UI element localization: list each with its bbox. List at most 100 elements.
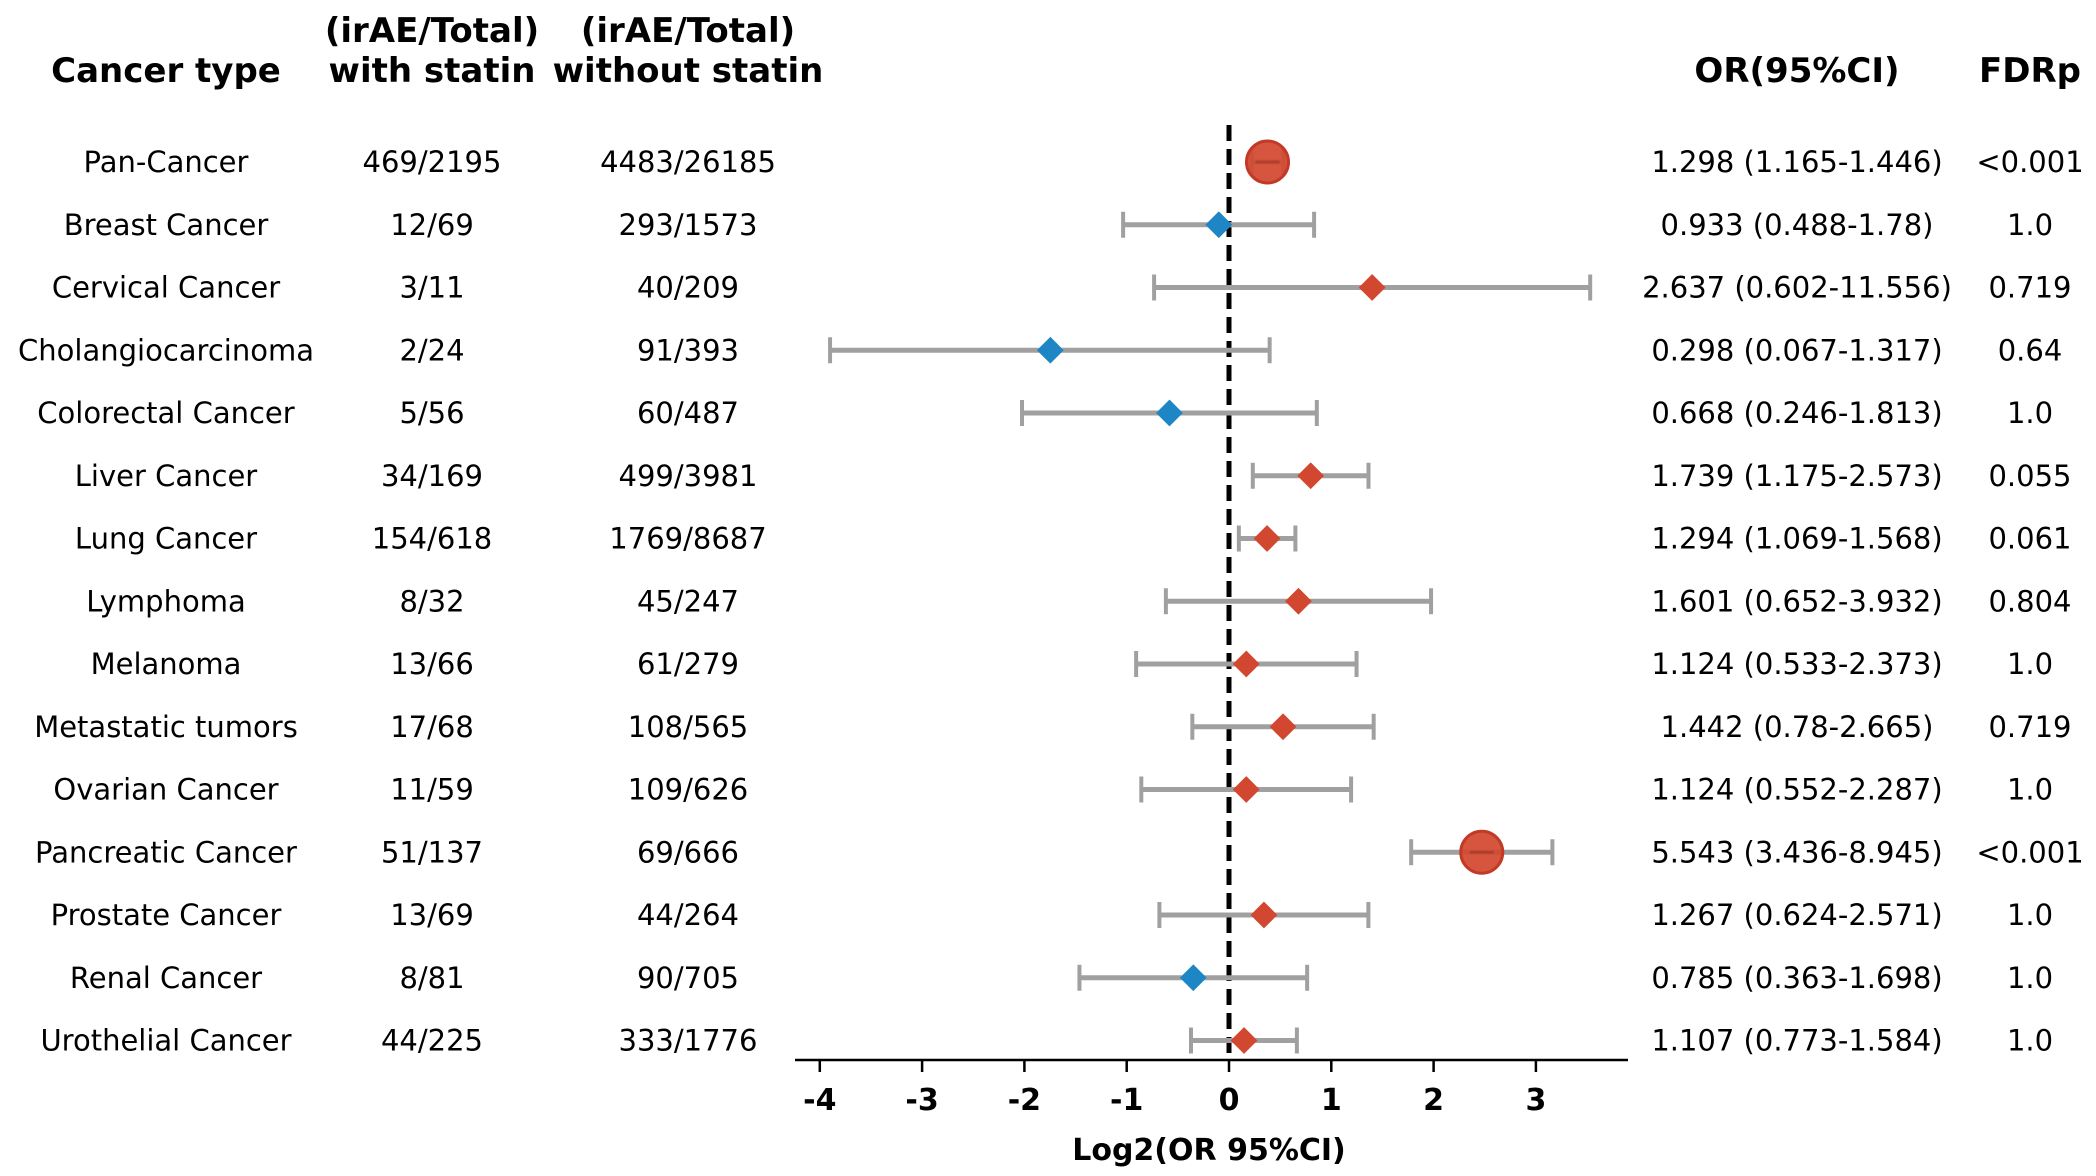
fdrp-cell: 0.719	[1988, 710, 2071, 744]
point-estimate-diamond	[1205, 211, 1233, 239]
or-ci-cell: 1.294 (1.069-1.568)	[1651, 522, 1942, 556]
forest-row-mark	[1190, 713, 1376, 741]
cancer-type-cell: Prostate Cancer	[51, 898, 282, 932]
point-estimate-diamond	[1232, 776, 1260, 803]
fdrp-cell: 1.0	[2007, 773, 2053, 807]
fdrp-cell: 0.64	[1998, 333, 2063, 367]
point-estimate-diamond	[1285, 587, 1312, 615]
with-statin-cell: 8/81	[399, 961, 464, 995]
table-row: Cholangiocarcinoma 2/24 91/393 0.298 (0.067…	[18, 333, 2062, 367]
cancer-type-cell: Pancreatic Cancer	[35, 835, 297, 869]
point-estimate-diamond	[1230, 1027, 1258, 1054]
with-statin-cell: 51/137	[381, 835, 483, 869]
fdrp-cell: 0.804	[1988, 584, 2071, 618]
point-estimate-diamond	[1358, 274, 1386, 301]
table-row: Ovarian Cancer 11/59 109/626 1.124 (0.552-2…	[53, 773, 2053, 807]
table-row: Colorectal Cancer 5/56 60/487 0.668 (0.246-…	[37, 396, 2053, 430]
cancer-type-cell: Colorectal Cancer	[37, 396, 294, 430]
table-row: Urothelial Cancer 44/225 333/1776 1.107 (0.…	[40, 1024, 2053, 1058]
fdrp-cell: 1.0	[2007, 396, 2053, 430]
x-tick-label: -1	[1110, 1083, 1143, 1118]
x-tick-label: -3	[905, 1083, 938, 1118]
without-statin-cell: 1769/8687	[609, 522, 766, 556]
cancer-type-cell: Lymphoma	[86, 584, 245, 618]
point-estimate-diamond	[1250, 901, 1278, 929]
x-tick-label: 0	[1219, 1083, 1240, 1118]
header-without-statin-line2: without statin	[553, 51, 824, 91]
or-ci-cell: 0.933 (0.488-1.78)	[1661, 208, 1934, 242]
with-statin-cell: 13/69	[390, 898, 474, 932]
fdrp-cell: 1.0	[2007, 898, 2053, 932]
forest-row-mark	[828, 336, 1272, 364]
with-statin-cell: 154/618	[372, 522, 492, 556]
without-statin-cell: 61/279	[637, 647, 739, 681]
or-ci-cell: 1.601 (0.652-3.932)	[1651, 584, 1942, 618]
forest-row-mark	[1250, 462, 1371, 490]
or-ci-cell: 0.668 (0.246-1.813)	[1651, 396, 1942, 430]
table-row: Liver Cancer 34/169 499/3981 1.739 (1.175-2…	[75, 459, 2072, 493]
or-ci-cell: 1.124 (0.533-2.373)	[1651, 647, 1942, 681]
fdrp-cell: 1.0	[2007, 961, 2053, 995]
cancer-type-cell: Renal Cancer	[70, 961, 262, 995]
x-tick-label: 3	[1525, 1083, 1546, 1118]
forest-row-mark	[1020, 399, 1319, 427]
forest-row-mark	[1409, 829, 1555, 875]
cancer-type-cell: Pan-Cancer	[84, 145, 249, 179]
cancer-type-cell: Cholangiocarcinoma	[18, 333, 314, 367]
table-row: Pancreatic Cancer 51/137 69/666 5.543 (3.43…	[35, 835, 2084, 869]
without-statin-cell: 108/565	[628, 710, 748, 744]
with-statin-cell: 11/59	[390, 773, 474, 807]
cancer-type-cell: Ovarian Cancer	[53, 773, 278, 807]
without-statin-cell: 109/626	[628, 773, 748, 807]
table-row: Cervical Cancer 3/11 40/209 2.637 (0.602-11…	[52, 271, 2072, 305]
forest-marks	[828, 139, 1593, 1054]
or-ci-cell: 1.298 (1.165-1.446)	[1651, 145, 1942, 179]
header-fdrp: FDRp	[1979, 51, 2081, 91]
table-row: Metastatic tumors 17/68 108/565 1.442 (0.78…	[34, 710, 2071, 744]
without-statin-cell: 90/705	[637, 961, 739, 995]
cancer-type-cell: Urothelial Cancer	[40, 1024, 291, 1058]
without-statin-cell: 293/1573	[619, 208, 758, 242]
with-statin-cell: 13/66	[390, 647, 474, 681]
or-ci-cell: 2.637 (0.602-11.556)	[1642, 271, 1952, 305]
cancer-type-cell: Lung Cancer	[75, 522, 257, 556]
fdrp-cell: 1.0	[2007, 647, 2053, 681]
forest-row-mark	[1236, 525, 1298, 552]
header-with-statin-line1: (irAE/Total)	[325, 11, 539, 51]
cancer-type-cell: Cervical Cancer	[52, 271, 280, 305]
cancer-type-cell: Liver Cancer	[75, 459, 258, 493]
point-estimate-diamond	[1253, 525, 1281, 552]
table-rows: Pan-Cancer 469/2195 4483/26185 1.298 (1.165…	[18, 145, 2084, 1058]
with-statin-cell: 8/32	[399, 584, 464, 618]
without-statin-cell: 44/264	[637, 898, 739, 932]
without-statin-cell: 40/209	[637, 271, 739, 305]
forest-row-mark	[1163, 587, 1434, 615]
or-ci-cell: 0.785 (0.363-1.698)	[1651, 961, 1942, 995]
with-statin-cell: 12/69	[390, 208, 474, 242]
header-cancer-type: Cancer type	[51, 51, 281, 91]
fdrp-cell: 0.719	[1988, 271, 2071, 305]
point-estimate-diamond	[1297, 462, 1325, 490]
without-statin-cell: 69/666	[637, 835, 739, 869]
table-row: Pan-Cancer 469/2195 4483/26185 1.298 (1.165…	[84, 145, 2084, 179]
x-tick-label: 1	[1321, 1083, 1342, 1118]
fdrp-cell: <0.001	[1976, 145, 2083, 179]
without-statin-cell: 91/393	[637, 333, 739, 367]
forest-row-mark	[1244, 139, 1290, 185]
or-ci-cell: 0.298 (0.067-1.317)	[1651, 333, 1942, 367]
or-ci-cell: 1.442 (0.78-2.665)	[1661, 710, 1934, 744]
fdrp-cell: <0.001	[1976, 835, 2083, 869]
table-row: Melanoma 13/66 61/279 1.124 (0.533-2.373) 1.…	[91, 647, 2053, 681]
or-ci-cell: 1.124 (0.552-2.287)	[1651, 773, 1942, 807]
with-statin-cell: 5/56	[399, 396, 464, 430]
fdrp-cell: 1.0	[2007, 1024, 2053, 1058]
fdrp-cell: 0.055	[1988, 459, 2071, 493]
fdrp-cell: 0.061	[1988, 522, 2071, 556]
x-axis-label: Log2(OR 95%CI)	[1072, 1133, 1346, 1168]
x-tick-label: -2	[1008, 1083, 1041, 1118]
without-statin-cell: 45/247	[637, 584, 739, 618]
x-axis: -4 -3 -2 -1 0 1 2 3	[795, 1058, 1628, 1118]
table-row: Lymphoma 8/32 45/247 1.601 (0.652-3.932) 0.8…	[86, 584, 2071, 618]
without-statin-cell: 333/1776	[619, 1024, 758, 1058]
with-statin-cell: 469/2195	[363, 145, 502, 179]
